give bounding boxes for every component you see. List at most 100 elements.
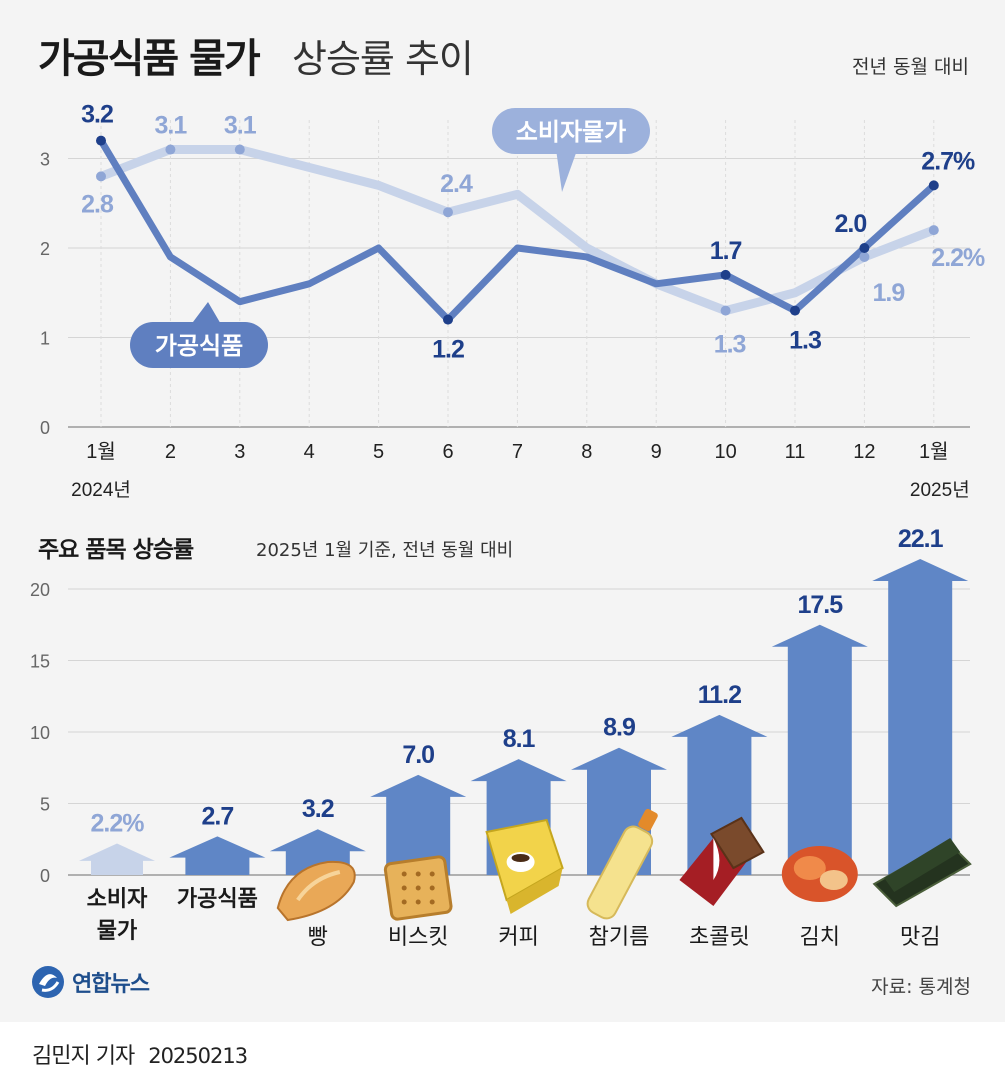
data-point (96, 135, 106, 146)
biscuit-hole (429, 885, 435, 891)
data-label: 1.7 (710, 237, 742, 265)
bar-arrow-3 (370, 774, 467, 875)
series-callout-consumer-price (492, 108, 650, 154)
chocolate-icon (679, 816, 765, 906)
reporter-name: 김민지 기자 (32, 1044, 135, 1069)
x-tick-label: 3 (234, 441, 245, 463)
category-label: 김치 (800, 924, 840, 949)
data-point (96, 171, 106, 182)
data-point (928, 180, 939, 191)
x-tick-label: 8 (581, 441, 592, 463)
coffee-box-side (506, 868, 563, 914)
data-label: 1.9 (873, 279, 905, 307)
kimchi-stem (819, 870, 848, 890)
data-label: 3.2 (81, 101, 113, 129)
category-label: 빵 (308, 924, 328, 949)
x-tick-label: 2 (165, 441, 176, 463)
logo-text: 연합뉴스 (72, 972, 150, 997)
source-note: 자료: 통계청 (871, 976, 971, 998)
bar-arrow-0 (79, 843, 155, 875)
x-tick-label: 6 (442, 441, 453, 463)
bar-value-label: 7.0 (402, 741, 434, 769)
sesame-oil-bottle-icon (586, 808, 658, 920)
bar-value-label: 8.1 (503, 725, 536, 753)
bar-value-label: 3.2 (302, 795, 334, 823)
kimchi-leaf (793, 856, 826, 880)
x-tick-label: 4 (304, 441, 315, 463)
x-tick-label: 1월 (919, 440, 949, 463)
data-label: 2.2% (931, 244, 985, 272)
data-point (234, 144, 245, 155)
data-point (165, 144, 176, 155)
x-tick-label: 9 (651, 441, 662, 463)
y-tick-label: 1 (40, 329, 50, 349)
page-title-suffix: 상승률 추이 (292, 37, 474, 81)
byline: 김민지 기자 20250213 (32, 1038, 248, 1070)
category-label: 맛김 (900, 924, 940, 949)
year-label-end: 2025년 (910, 479, 970, 501)
y-tick-label: 0 (40, 418, 50, 438)
category-label: 물가 (97, 918, 137, 943)
data-point (790, 305, 800, 316)
data-label: 3.1 (224, 112, 257, 140)
category-label: 비스킷 (388, 924, 449, 949)
y-tick-label: 15 (30, 652, 50, 672)
biscuit-hole (415, 885, 421, 891)
seaweed-top-sheet (884, 838, 961, 892)
series-callout-processed-food (130, 322, 268, 368)
y-tick-label: 10 (30, 723, 50, 743)
x-tick-label: 10 (714, 441, 736, 463)
data-point (720, 269, 731, 280)
biscuit-icon (383, 855, 453, 921)
bar-chart-title: 주요 품목 상승률 (38, 537, 194, 563)
biscuit-hole (401, 899, 407, 905)
bar-value-label: 22.1 (898, 525, 944, 553)
x-tick-label: 1월 (86, 440, 116, 463)
bar-value-label: 17.5 (797, 591, 843, 619)
category-label: 커피 (498, 924, 538, 949)
bread-highlight (296, 870, 341, 902)
coffee-box-icon (485, 818, 564, 914)
bar-chart-subtitle: 2025년 1월 기준, 전년 동월 대비 (256, 540, 514, 561)
data-point (859, 251, 870, 262)
page-title: 가공식품 물가 (38, 36, 261, 82)
series-callout-label: 소비자물가 (516, 119, 626, 146)
coffee-liquid (511, 854, 530, 862)
bread-body (276, 860, 356, 922)
data-point (443, 207, 453, 218)
chocolate-foil (713, 838, 720, 880)
bar-chart: 0 5 10 15 20 2.2% 소비자물가 2.7 가공식품 3.2 빵 7.0 비스킷 8.1 커피 8… (30, 525, 972, 949)
data-label: 1.3 (789, 327, 821, 355)
data-label: 1.2 (432, 336, 464, 364)
biscuit-hole (401, 871, 407, 877)
category-label: 참기름 (589, 924, 650, 949)
bottle-body (586, 825, 654, 920)
bar-value-label: 2.7 (202, 802, 234, 830)
year-label-start: 2024년 (71, 479, 131, 501)
bar-arrow-7 (771, 624, 868, 875)
publish-date: 20250213 (148, 1044, 248, 1068)
data-label: 2.8 (81, 190, 114, 218)
biscuit-hole (401, 885, 407, 891)
seaweed-icon (872, 838, 972, 908)
bottle-cap (638, 808, 658, 832)
bar-value-label: 2.2% (91, 810, 145, 838)
callout-pointer (190, 302, 222, 326)
data-point (859, 243, 870, 253)
data-label: 2.4 (440, 170, 473, 198)
chocolate-bar (709, 816, 765, 870)
biscuit-hole (415, 871, 421, 877)
x-tick-label: 12 (853, 441, 875, 463)
bar-value-label: 8.9 (603, 714, 635, 742)
kimchi-icon (781, 846, 858, 902)
category-label: 가공식품 (177, 886, 258, 911)
data-label: 1.3 (714, 331, 746, 359)
data-point (928, 225, 939, 236)
yonhap-logo: 연합뉴스 (30, 962, 150, 1002)
biscuit-hole (429, 871, 435, 877)
x-tick-label: 5 (373, 441, 384, 463)
data-label: 2.7% (921, 147, 975, 175)
y-tick-label: 3 (40, 150, 50, 170)
category-label: 초콜릿 (689, 924, 750, 949)
